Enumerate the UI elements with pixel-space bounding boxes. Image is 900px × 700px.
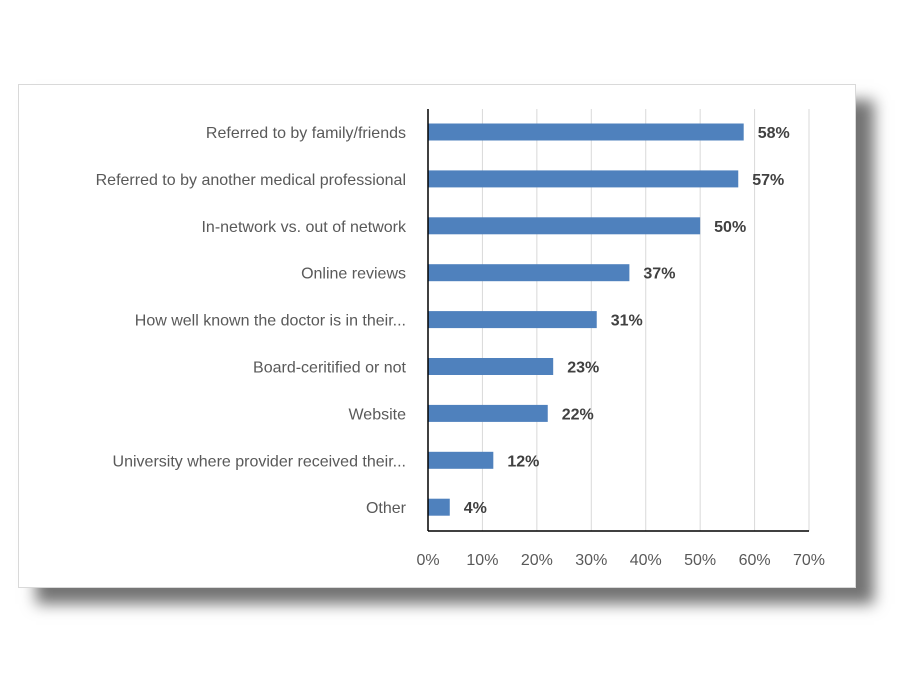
bar — [428, 264, 630, 282]
x-tick-label: 0% — [416, 552, 439, 569]
value-labels: 58% 57% 50% 37% 31% 23% 22% 12% 4% — [464, 125, 790, 517]
value-label: 23% — [567, 360, 599, 377]
x-tick-label: 70% — [793, 552, 825, 569]
x-tick-label: 50% — [684, 552, 716, 569]
category-label: How well known the doctor is in their... — [135, 313, 406, 330]
bar — [428, 358, 554, 375]
value-label: 50% — [714, 219, 746, 236]
value-label: 12% — [507, 453, 539, 470]
x-tick-label: 30% — [575, 552, 607, 569]
x-tick-label: 10% — [466, 552, 498, 569]
category-label: Online reviews — [301, 266, 406, 283]
value-label: 37% — [643, 266, 675, 283]
bar — [428, 311, 597, 329]
chart-card: Referred to by family/friends Referred to… — [18, 84, 856, 588]
category-label: In-network vs. out of network — [201, 219, 407, 236]
bar — [428, 498, 450, 516]
category-label: Website — [348, 406, 406, 423]
x-tick-label: 40% — [630, 552, 662, 569]
value-label: 58% — [758, 125, 790, 142]
value-label: 4% — [464, 500, 487, 517]
category-labels: Referred to by family/friends Referred to… — [96, 125, 407, 517]
category-label: Referred to by another medical professio… — [96, 172, 406, 189]
value-label: 31% — [611, 313, 643, 330]
bar — [428, 123, 744, 141]
x-tick-label: 20% — [521, 552, 553, 569]
bar — [428, 170, 739, 188]
bar — [428, 451, 494, 469]
x-tick-label: 60% — [739, 552, 771, 569]
bars — [428, 123, 744, 516]
axes — [427, 109, 810, 532]
category-label: Other — [366, 500, 407, 517]
bar — [428, 217, 701, 235]
category-label: Board-ceritified or not — [253, 360, 407, 377]
category-label: Referred to by family/friends — [206, 125, 406, 142]
category-label: University where provider received their… — [113, 453, 406, 470]
tick-labels: 0% 10% 20% 30% 40% 50% 60% 70% — [416, 552, 825, 569]
value-label: 57% — [752, 172, 784, 189]
value-label: 22% — [562, 406, 594, 423]
bar — [428, 404, 548, 422]
bar-chart: Referred to by family/friends Referred to… — [96, 109, 825, 569]
